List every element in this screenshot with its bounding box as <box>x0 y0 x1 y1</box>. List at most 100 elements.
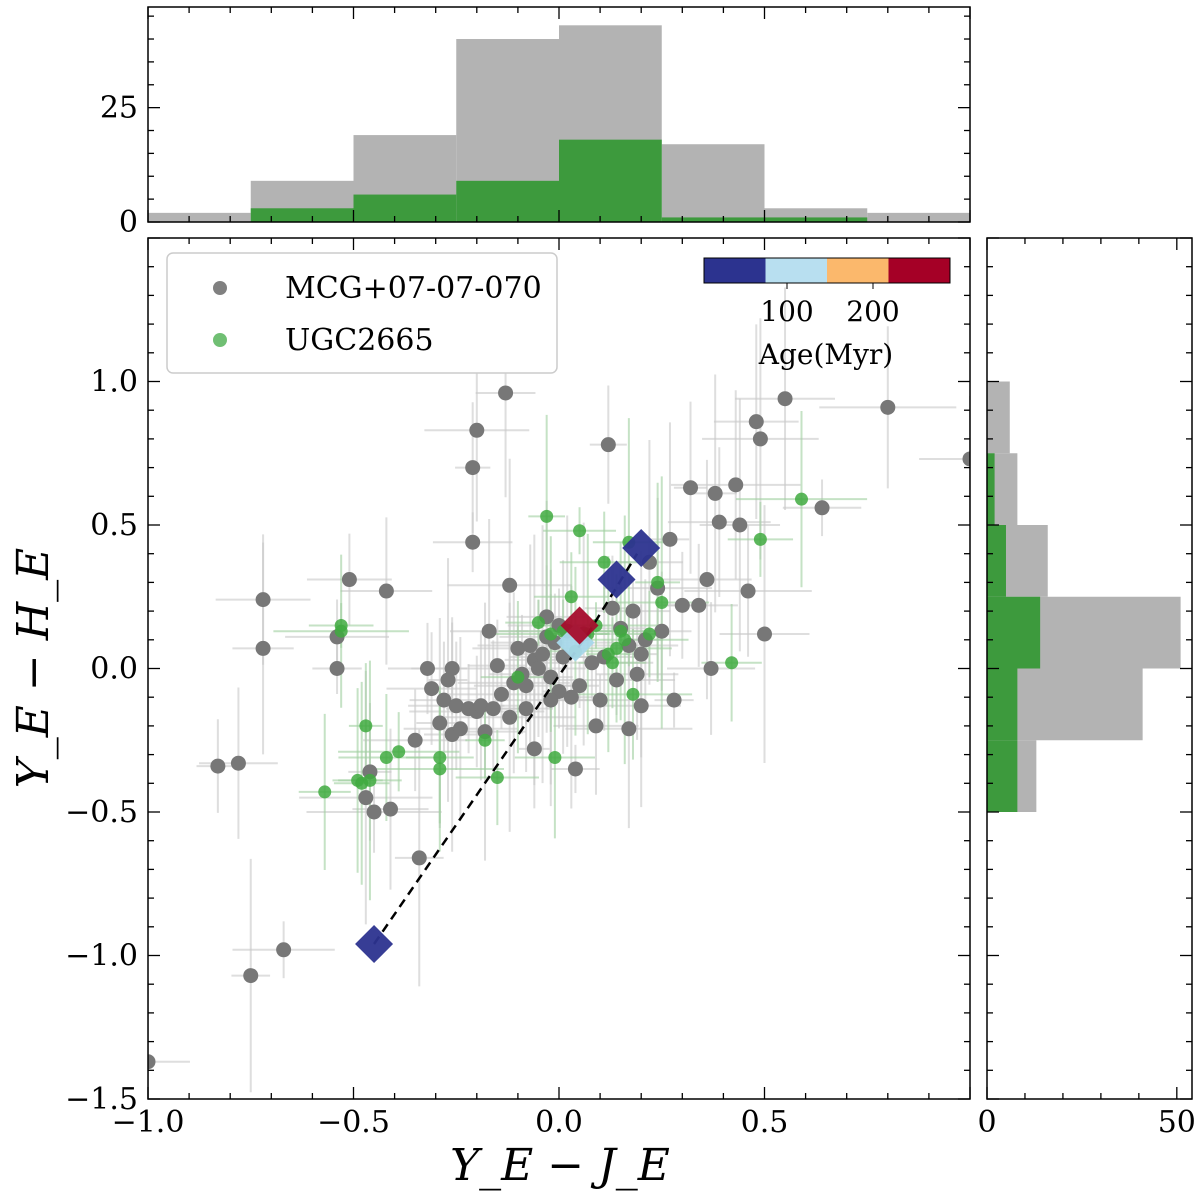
data-point-mcg <box>481 623 497 639</box>
data-point-mcg <box>962 451 970 467</box>
data-point-mcg <box>584 655 600 671</box>
y-axis-label: Y_E − H_E <box>8 548 59 789</box>
data-point-mcg <box>148 1054 156 1070</box>
right-hist-x-tick-label: 0 <box>977 1105 996 1140</box>
data-point-mcg <box>493 686 509 702</box>
data-point-mcg <box>740 583 756 599</box>
data-point-ugc <box>334 624 348 638</box>
data-point-mcg <box>329 661 345 676</box>
data-point-mcg <box>555 649 571 665</box>
data-point-mcg <box>674 597 690 613</box>
top-hist-bar-ugc <box>250 208 354 222</box>
data-point-mcg <box>378 583 394 599</box>
y-tick-label: −1.0 <box>65 939 138 974</box>
right-hist-bar-ugc <box>987 740 1018 812</box>
age-track-line <box>373 553 639 945</box>
data-point-mcg <box>255 592 271 608</box>
legend-label-mcg: MCG+07-07-070 <box>285 271 542 306</box>
data-point-ugc <box>655 595 669 609</box>
data-point-ugc <box>794 492 808 506</box>
data-point-ugc <box>573 524 587 538</box>
data-point-ugc <box>478 733 492 747</box>
data-point-mcg <box>522 638 538 654</box>
age-track-marker <box>622 528 661 567</box>
data-point-mcg <box>563 689 579 705</box>
data-point-ugc <box>626 687 640 701</box>
data-point-mcg <box>498 385 514 401</box>
data-point-mcg <box>609 672 625 688</box>
main-scatter: −1.0 −0.5 0.0 0.5−1.5−1.0−0.50.00.51.0 MCG+… <box>65 237 971 1140</box>
data-point-mcg <box>473 698 489 714</box>
top-histogram: 0 25 <box>100 6 971 240</box>
data-point-mcg <box>526 741 542 757</box>
data-point-ugc <box>511 670 525 684</box>
data-point-mcg <box>341 572 357 588</box>
right-hist-bar-mcg <box>987 381 1010 454</box>
data-point-mcg <box>572 678 588 694</box>
data-point-mcg <box>588 718 604 734</box>
right-hist-x-tick-label: 50 <box>1158 1105 1196 1140</box>
data-point-mcg <box>604 600 620 616</box>
y-tick-label: 0.0 <box>90 652 138 687</box>
top-hist-y-tick-label: 0 <box>119 205 138 240</box>
data-point-ugc <box>601 647 615 661</box>
data-point-ugc <box>433 750 447 764</box>
data-point-mcg <box>424 681 440 697</box>
data-point-mcg <box>621 721 637 737</box>
data-point-mcg <box>210 758 226 774</box>
data-point-mcg <box>777 391 793 407</box>
data-point-mcg <box>732 517 748 533</box>
data-point-mcg <box>666 692 682 708</box>
data-point-mcg <box>436 692 452 708</box>
colorbar-tick-200: 200 <box>846 295 899 328</box>
data-point-ugc <box>318 785 332 799</box>
data-point-mcg <box>382 801 398 817</box>
data-point-mcg <box>543 669 559 685</box>
top-hist-bar-ugc <box>353 194 457 222</box>
y-tick-label: −1.5 <box>65 1082 138 1117</box>
data-point-mcg <box>448 698 464 714</box>
data-point-ugc <box>490 771 504 785</box>
data-point-mcg <box>567 761 583 777</box>
right-hist-bar-ugc <box>987 596 1041 669</box>
data-point-mcg <box>629 666 645 682</box>
top-hist-y-tick-label: 25 <box>100 91 138 126</box>
age-track-marker <box>560 606 599 645</box>
data-point-mcg <box>633 646 649 662</box>
legend-marker-mcg <box>213 281 227 295</box>
data-point-ugc <box>618 633 632 647</box>
colorbar-frame <box>703 257 951 284</box>
colorbar-segment <box>704 258 766 283</box>
data-point-mcg <box>366 804 382 820</box>
data-point-mcg <box>465 460 481 476</box>
right-hist-bar-ugc <box>987 525 1006 597</box>
top-hist-bar-ugc <box>764 217 868 222</box>
data-point-mcg <box>683 480 699 496</box>
y-tick-label: 0.5 <box>90 508 138 543</box>
data-point-mcg <box>535 646 551 662</box>
data-point-mcg <box>543 692 559 708</box>
data-point-mcg <box>728 477 744 493</box>
data-point-mcg <box>419 661 435 676</box>
data-point-mcg <box>510 640 526 656</box>
data-point-mcg <box>230 755 246 771</box>
data-point-mcg <box>662 531 678 547</box>
data-point-mcg <box>411 850 427 866</box>
data-point-ugc <box>392 745 406 759</box>
top-hist-bar-mcg <box>148 212 251 222</box>
top-hist-bar-mcg <box>867 212 970 222</box>
colorbar-segment <box>888 258 951 283</box>
y-tick-label: −0.5 <box>65 795 138 830</box>
data-point-ugc <box>597 555 611 569</box>
data-point-ugc <box>433 762 447 776</box>
legend-label-ugc: UGC2665 <box>285 323 434 358</box>
data-point-mcg <box>440 672 456 688</box>
colorbar: 100 200 Age(Myr) <box>703 257 951 371</box>
colorbar-tick-100: 100 <box>760 295 813 328</box>
data-point-ugc <box>753 532 767 546</box>
top-hist-bar-ugc <box>456 180 559 222</box>
data-point-ugc <box>725 656 739 670</box>
data-point-mcg <box>707 485 723 501</box>
data-point-ugc <box>544 627 558 641</box>
